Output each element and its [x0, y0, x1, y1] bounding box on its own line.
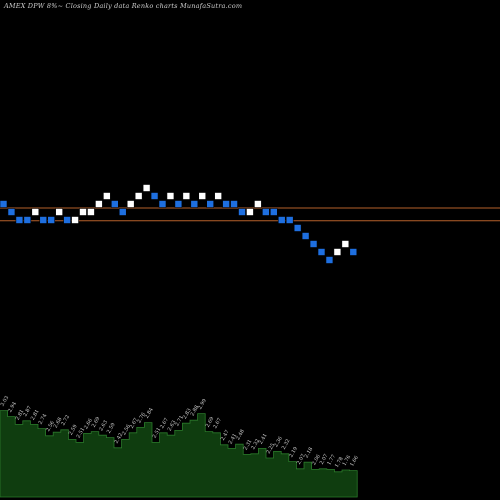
renko-box — [309, 240, 318, 248]
renko-box — [285, 216, 294, 224]
renko-box — [47, 216, 56, 224]
renko-box — [0, 200, 8, 208]
volume-label: 2.84 — [144, 407, 155, 420]
volume-label: 2.87 — [22, 405, 33, 418]
volume-label: 2.19 — [288, 446, 299, 459]
volume-label: 2.31 — [243, 439, 254, 452]
renko-box — [341, 240, 350, 248]
renko-box — [118, 208, 127, 216]
renko-box — [71, 216, 79, 224]
volume-label: 2.25 — [266, 442, 277, 455]
volume-label: 2.32 — [281, 438, 292, 451]
volume-label: 2.06 — [311, 454, 322, 467]
volume-label: 2.69 — [205, 416, 216, 429]
renko-box — [269, 208, 278, 216]
volume-label: 2.47 — [220, 429, 231, 442]
renko-box — [325, 256, 334, 264]
volume-label: 2.18 — [304, 447, 315, 460]
volume-label: 2.59 — [106, 422, 117, 435]
volume-label: 2.99 — [197, 398, 208, 411]
volume-label: 2.83 — [182, 408, 193, 421]
volume-label: 2.56 — [45, 420, 56, 433]
volume-label: 2.81 — [30, 409, 41, 422]
volume-label: 2.88 — [190, 405, 201, 418]
volume-label: 2.56 — [121, 424, 132, 437]
volume-label: 2.67 — [212, 417, 223, 430]
volume-label: 2.41 — [228, 433, 239, 446]
volume-label: 2.72 — [60, 414, 71, 427]
renko-box — [7, 208, 16, 216]
volume-label: 1.78 — [334, 456, 345, 469]
renko-box — [142, 184, 151, 192]
volume-label: 1.76 — [342, 454, 353, 467]
renko-box — [222, 200, 230, 208]
renko-box — [238, 208, 246, 216]
renko-box — [87, 208, 95, 216]
renko-box — [190, 200, 199, 208]
volume-label: 2.67 — [159, 417, 170, 430]
renko-box — [349, 248, 358, 256]
renko-box — [103, 192, 111, 200]
chart-title: AMEX DPW 8%~ Closing Daily data Renko ch… — [4, 2, 243, 10]
volume-label: 2.42 — [114, 432, 125, 445]
renko-box — [277, 216, 286, 224]
volume-label: 2.51 — [76, 427, 87, 440]
renko-box — [15, 216, 24, 224]
volume-label: 2.41 — [258, 433, 269, 446]
volume-label: 2.68 — [53, 417, 64, 430]
volume-label: 2.66 — [83, 418, 94, 431]
volume-label: 2.63 — [167, 420, 178, 433]
volume-label: 2.63 — [98, 420, 109, 433]
renko-box — [206, 200, 214, 208]
volume-label: 2.48 — [235, 429, 246, 442]
renko-box — [333, 248, 342, 256]
renko-box — [254, 200, 262, 208]
renko-box — [150, 192, 159, 200]
volume-label: 2.07 — [296, 453, 307, 466]
renko-box — [182, 192, 191, 200]
renko-box — [262, 208, 270, 216]
renko-box — [55, 208, 63, 216]
renko-box — [63, 216, 71, 224]
renko-box — [111, 200, 119, 208]
volume-label: 2.94 — [7, 401, 18, 414]
renko-box — [158, 200, 167, 208]
renko-box — [166, 192, 175, 200]
renko-box — [79, 208, 87, 216]
volume-label: 2.59 — [68, 424, 79, 437]
renko-box — [23, 216, 32, 224]
volume-label: 1.66 — [349, 455, 360, 468]
volume-label: 2.07 — [319, 453, 330, 466]
renko-box — [95, 200, 103, 208]
volume-label: 3.03 — [0, 395, 10, 408]
renko-box — [134, 192, 143, 200]
renko-box — [317, 248, 326, 256]
renko-box — [301, 232, 310, 240]
renko-box — [126, 200, 135, 208]
renko-box — [174, 200, 183, 208]
renko-box — [198, 192, 207, 200]
volume-label: 2.51 — [152, 427, 163, 440]
volume-label: 2.69 — [91, 416, 102, 429]
volume-label: 2.74 — [38, 413, 49, 426]
renko-box — [214, 192, 222, 200]
volume-label: 1.77 — [326, 454, 337, 467]
volume-area — [0, 410, 358, 498]
renko-box — [246, 208, 254, 216]
volume-label: 2.81 — [15, 409, 26, 422]
renko-box — [31, 208, 40, 216]
volume-label: 2.67 — [129, 417, 140, 430]
volume-label: 2.76 — [136, 412, 147, 425]
volume-label: 2.36 — [273, 436, 284, 449]
renko-box — [293, 224, 302, 232]
volume-label: 2.32 — [250, 438, 261, 451]
renko-box — [230, 200, 238, 208]
renko-box — [39, 216, 48, 224]
volume-label: 2.71 — [174, 415, 185, 428]
